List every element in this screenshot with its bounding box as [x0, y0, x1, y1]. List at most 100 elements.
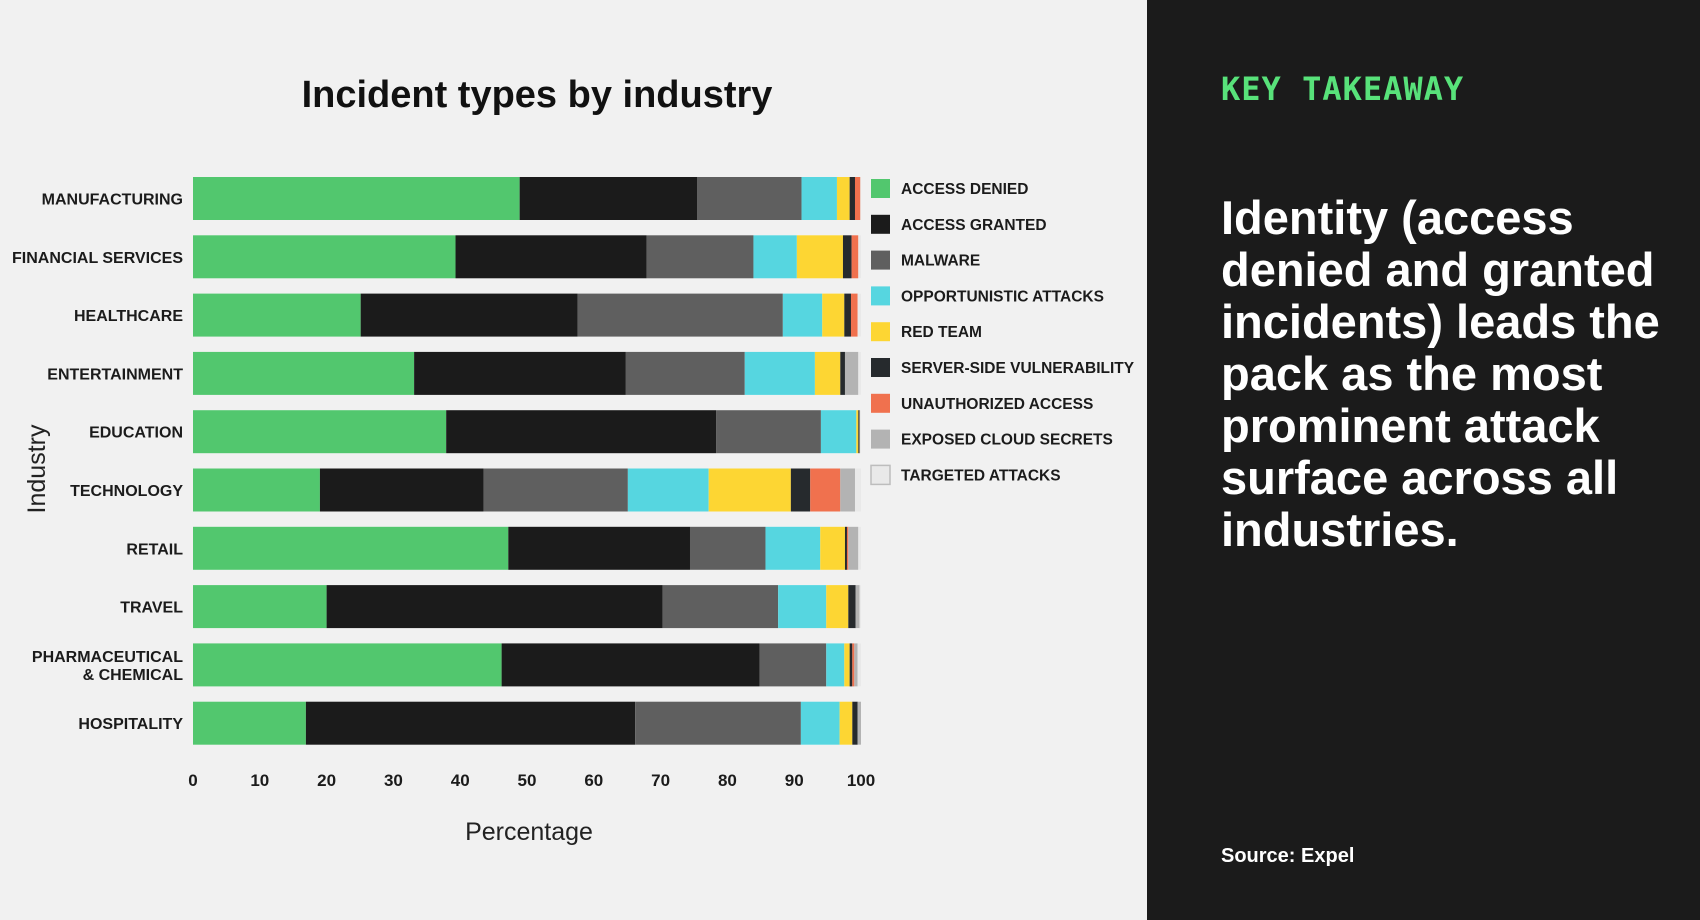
- bars: [193, 177, 861, 745]
- bar-segment: [851, 235, 859, 279]
- category-label: TECHNOLOGY: [70, 483, 183, 500]
- x-tick-label: 60: [584, 771, 603, 790]
- bar-segment: [193, 177, 520, 220]
- bar-segment: [844, 643, 850, 687]
- bar-segment: [858, 235, 861, 279]
- takeaway-panel: KEY TAKEAWAY Identity (access denied and…: [1147, 0, 1700, 920]
- bar-segment: [856, 410, 859, 454]
- legend-swatch: [871, 250, 890, 270]
- bar-segment: [790, 468, 811, 512]
- legend-label: ACCESS GRANTED: [901, 217, 1047, 234]
- legend-swatch: [871, 429, 890, 449]
- legend-swatch: [871, 393, 890, 413]
- bar-segment: [844, 351, 859, 395]
- bar-segment: [800, 701, 840, 745]
- bar-segment: [483, 468, 628, 512]
- x-axis-label: Percentage: [465, 818, 593, 846]
- bar-segment: [646, 235, 754, 279]
- legend-swatch: [871, 179, 890, 198]
- bar-segment: [857, 701, 861, 745]
- bar-segment: [820, 410, 857, 454]
- bar-segment: [193, 468, 320, 512]
- bar-segment: [635, 701, 801, 745]
- legend-label: MALWARE: [901, 253, 980, 270]
- category-label: MANUFACTURING: [42, 192, 183, 209]
- legend-swatch: [871, 358, 890, 377]
- bar-segment: [689, 526, 766, 570]
- bar-segment: [662, 585, 779, 629]
- bar-segment: [193, 526, 509, 570]
- bar-segment: [858, 351, 861, 395]
- x-tick-label: 80: [718, 771, 737, 790]
- bar-segment: [840, 468, 855, 512]
- bar-segment: [193, 643, 502, 687]
- legend-label: TARGETED ATTACKS: [901, 467, 1061, 484]
- bar-segment: [810, 468, 841, 512]
- bar-segment: [822, 293, 845, 337]
- bar-segment: [854, 177, 861, 220]
- bar-segment: [850, 293, 858, 337]
- legend-swatch: [871, 322, 890, 342]
- bar-segment: [193, 585, 327, 629]
- bar-segment: [753, 235, 797, 279]
- bar-segment: [844, 293, 851, 337]
- bar-segment: [820, 526, 845, 570]
- bar-segment: [193, 293, 361, 337]
- bar-segment: [836, 177, 850, 220]
- legend-swatch: [871, 214, 890, 234]
- category-label: TRAVEL: [120, 600, 183, 617]
- legend-label: SERVER-SIDE VULNERABILITY: [901, 360, 1135, 377]
- bar-segment: [844, 526, 847, 570]
- bar-segment: [501, 643, 760, 687]
- category-label: HOSPITALITY: [78, 716, 183, 733]
- bar-segment: [852, 643, 855, 687]
- bar-segment: [519, 177, 698, 220]
- category-label: HEALTHCARE: [74, 308, 183, 325]
- bar-segment: [414, 351, 626, 395]
- bar-segment: [849, 643, 853, 687]
- bar-segment: [857, 293, 861, 337]
- bar-segment: [852, 701, 858, 745]
- legend-swatch: [870, 464, 891, 486]
- category-label: RETAIL: [126, 541, 183, 558]
- category-label: EDUCATION: [89, 425, 183, 442]
- bar-segment: [849, 177, 855, 220]
- bar-segment: [857, 643, 861, 687]
- legend-label: ACCESS DENIED: [901, 181, 1028, 198]
- legend: ACCESS DENIED ACCESS GRANTED MALWARE OPPORT…: [870, 179, 1135, 486]
- bar-segment: [625, 351, 745, 395]
- x-tick-label: 10: [250, 771, 269, 790]
- bar-segment: [858, 526, 861, 570]
- bar-segment: [455, 235, 647, 279]
- category-labels: MANUFACTURING FINANCIAL SERVICES HEALTHCAR…: [12, 192, 183, 734]
- bar-segment: [848, 585, 856, 629]
- bar-segment: [744, 351, 815, 395]
- bar-segment: [193, 701, 306, 745]
- chart-title: Incident types by industry: [302, 74, 773, 116]
- category-label: ENTERTAINMENT: [47, 366, 183, 383]
- bar-segment: [446, 410, 717, 454]
- bar-segment: [842, 235, 852, 279]
- x-tick-label: 100: [847, 771, 875, 790]
- bar-segment: [319, 468, 484, 512]
- source-credit: Source: Expel: [1221, 845, 1355, 867]
- takeaway-heading: KEY TAKEAWAY: [1221, 70, 1465, 108]
- x-tick-label: 30: [384, 771, 403, 790]
- bar-segment: [508, 526, 690, 570]
- bar-segment: [855, 585, 860, 629]
- x-tick-label: 90: [785, 771, 804, 790]
- x-tick-label: 40: [451, 771, 470, 790]
- x-tick-label: 20: [317, 771, 336, 790]
- bar-segment: [814, 351, 841, 395]
- bar-segment: [860, 177, 861, 220]
- bar-segment: [826, 643, 845, 687]
- x-tick-label: 50: [518, 771, 537, 790]
- bar-segment: [326, 585, 663, 629]
- bar-segment: [846, 526, 849, 570]
- bar-segment: [858, 410, 860, 454]
- bar-segment: [627, 468, 709, 512]
- y-axis-label: Industry: [23, 424, 51, 513]
- x-tick-label: 70: [651, 771, 670, 790]
- legend-label: RED TEAM: [901, 324, 982, 341]
